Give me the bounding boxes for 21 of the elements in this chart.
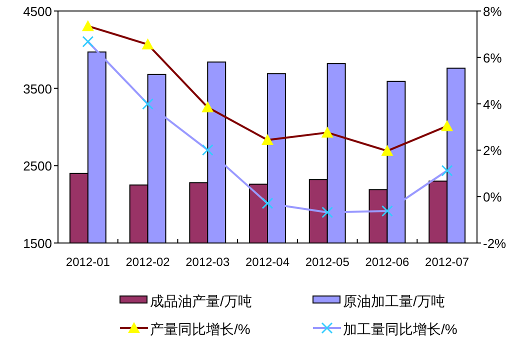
y-tick-label: 1500 [23, 236, 52, 251]
x-tick-label: 2012-02 [126, 255, 170, 269]
y2-tick-label: 0% [483, 190, 502, 205]
x-tick-label: 2012-03 [186, 255, 230, 269]
legend-label: 成品油产量/万吨 [150, 293, 252, 309]
y2-tick-label: -2% [483, 236, 507, 251]
y2-tick-label: 2% [483, 143, 502, 158]
y-tick-label: 2500 [23, 158, 52, 174]
y-tick-label: 3500 [23, 81, 52, 96]
x-tick-label: 2012-01 [66, 255, 110, 269]
y-tick-label: 4500 [23, 4, 52, 19]
x-tick-label: 2012-07 [425, 255, 470, 269]
legend-label: 加工量同比增长/% [343, 321, 458, 337]
legend-label: 原油加工量/万吨 [343, 293, 445, 309]
legend-label: 产量同比增长/% [150, 321, 250, 337]
y2-tick-label: 8% [483, 4, 502, 19]
y2-tick-label: 4% [483, 96, 502, 112]
x-tick-label: 2012-05 [305, 255, 350, 269]
y2-tick-label: 6% [483, 50, 502, 66]
x-tick-label: 2012-06 [365, 255, 410, 269]
x-tick-label: 2012-04 [245, 255, 290, 269]
